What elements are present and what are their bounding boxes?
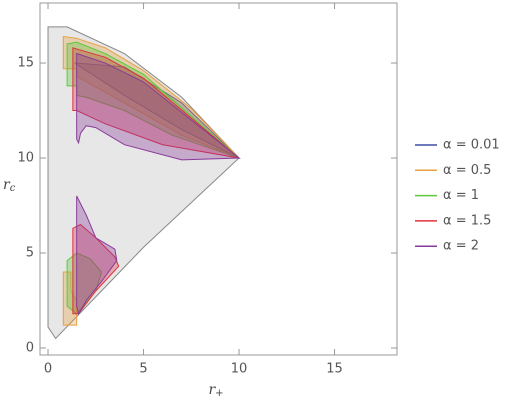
region [62,35,240,159]
region [72,47,241,159]
legend-label: α = 0.01 [443,138,500,153]
x-tick-label: 15 [326,362,343,377]
x-tick-label: 5 [139,362,147,377]
region [72,223,120,315]
y-tick-label: 0 [26,340,34,355]
plot-frame [39,2,398,356]
y-tick-label: 15 [17,56,34,71]
region [66,252,103,315]
legend-label: α = 0.5 [443,163,491,178]
y-axis-label: rc [3,177,16,194]
region [66,41,240,159]
legend-label: α = 2 [443,239,479,254]
region [76,195,118,316]
legend-label: α = 1.5 [443,213,491,228]
x-tick-label: 10 [231,362,248,377]
x-tick-label: 0 [44,362,52,377]
y-tick-label: 5 [26,245,34,260]
legend-label: α = 1 [443,188,479,203]
y-tick-label: 10 [17,151,34,166]
x-axis-label: r+ [208,382,223,399]
region [76,52,241,161]
